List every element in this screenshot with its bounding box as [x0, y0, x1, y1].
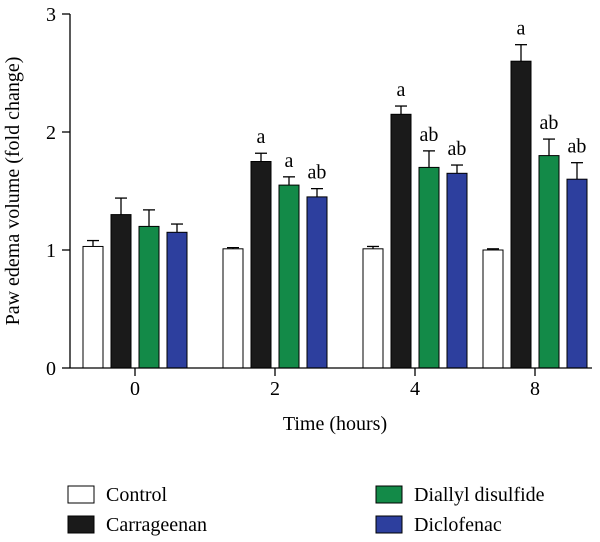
- y-tick-label: 1: [46, 240, 56, 262]
- bar-diclofenac-t8: [566, 178, 588, 369]
- legend-label: Diallyl disulfide: [414, 484, 545, 506]
- significance-label: a: [285, 150, 294, 172]
- bar-diclofenac-t0: [166, 231, 188, 369]
- significance-label: a: [257, 126, 266, 148]
- y-axis-label: Paw edema volume (fold change): [2, 57, 24, 326]
- bar-control-t2: [222, 248, 244, 369]
- y-tick-label: 3: [46, 4, 56, 26]
- legend-label: Diclofenac: [414, 514, 502, 536]
- significance-label: a: [517, 18, 526, 40]
- bar-carrageenan-t0: [110, 214, 132, 369]
- bar-diclofenac-t4: [446, 172, 468, 369]
- legend-swatch: [375, 515, 403, 534]
- bar-carrageenan-t4: [390, 113, 412, 369]
- legend-swatch: [67, 485, 95, 504]
- error-bar-layer: [87, 44, 583, 250]
- significance-label: ab: [448, 138, 467, 160]
- significance-label: ab: [568, 136, 587, 158]
- x-tick-layer: 0 2 4 8: [130, 368, 540, 400]
- bar-carrageenan-t2: [250, 161, 272, 369]
- legend-label: Control: [106, 484, 168, 506]
- significance-label: ab: [540, 112, 559, 134]
- x-tick-label: 2: [270, 378, 280, 400]
- y-tick-label: 0: [46, 358, 56, 380]
- legend: Control Carrageenan Diallyl disulfide Diclo…: [67, 484, 545, 536]
- y-tick-layer: 0 1 2 3: [46, 4, 70, 380]
- bar-diallyl-disulfide-t2: [278, 184, 300, 369]
- x-tick-label: 8: [530, 378, 540, 400]
- y-tick-label: 2: [46, 122, 56, 144]
- bar-diallyl-disulfide-t4: [418, 166, 440, 369]
- legend-label: Carrageenan: [106, 514, 207, 536]
- bar-layer: [82, 60, 588, 369]
- bar-diallyl-disulfide-t0: [138, 225, 160, 369]
- x-tick-label: 0: [130, 378, 140, 400]
- significance-label: a: [397, 79, 406, 101]
- significance-label: ab: [420, 124, 439, 146]
- x-tick-label: 4: [410, 378, 420, 400]
- bar-control-t0: [82, 245, 104, 369]
- legend-swatch: [375, 485, 403, 504]
- bar-control-t4: [362, 248, 384, 369]
- bar-diallyl-disulfide-t8: [538, 155, 560, 369]
- bar-diclofenac-t2: [306, 196, 328, 369]
- significance-label: ab: [308, 162, 327, 184]
- legend-swatch: [67, 515, 95, 534]
- x-axis-label: Time (hours): [283, 413, 387, 435]
- bar-carrageenan-t8: [510, 60, 532, 369]
- bar-control-t8: [482, 249, 504, 369]
